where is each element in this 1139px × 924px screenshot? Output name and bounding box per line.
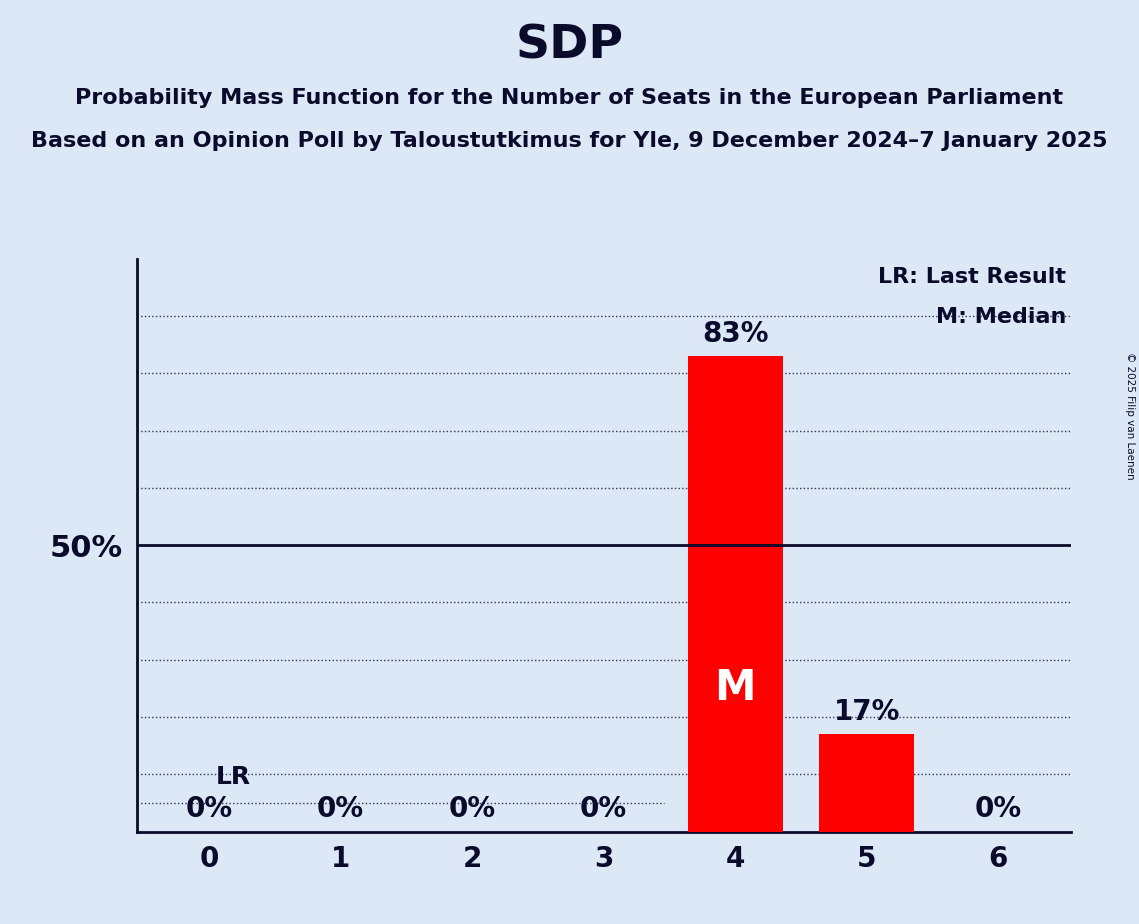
Text: 83%: 83% [702,320,769,347]
Text: 0%: 0% [975,795,1022,823]
Text: M: M [714,667,756,710]
Text: 0%: 0% [186,795,232,823]
Text: M: Median: M: Median [935,308,1066,327]
Bar [688,356,782,832]
Text: © 2025 Filip van Laenen: © 2025 Filip van Laenen [1125,352,1134,480]
Text: LR: Last Result: LR: Last Result [878,267,1066,287]
Text: LR: LR [215,765,251,789]
Text: Probability Mass Function for the Number of Seats in the European Parliament: Probability Mass Function for the Number… [75,88,1064,108]
Text: Based on an Opinion Poll by Taloustutkimus for Yle, 9 December 2024–7 January 20: Based on an Opinion Poll by Taloustutkim… [31,131,1108,152]
Text: SDP: SDP [516,23,623,68]
Text: 17%: 17% [834,698,900,725]
Text: 0%: 0% [449,795,495,823]
Bar [819,735,915,832]
Text: 0%: 0% [580,795,628,823]
Text: 0%: 0% [317,795,364,823]
